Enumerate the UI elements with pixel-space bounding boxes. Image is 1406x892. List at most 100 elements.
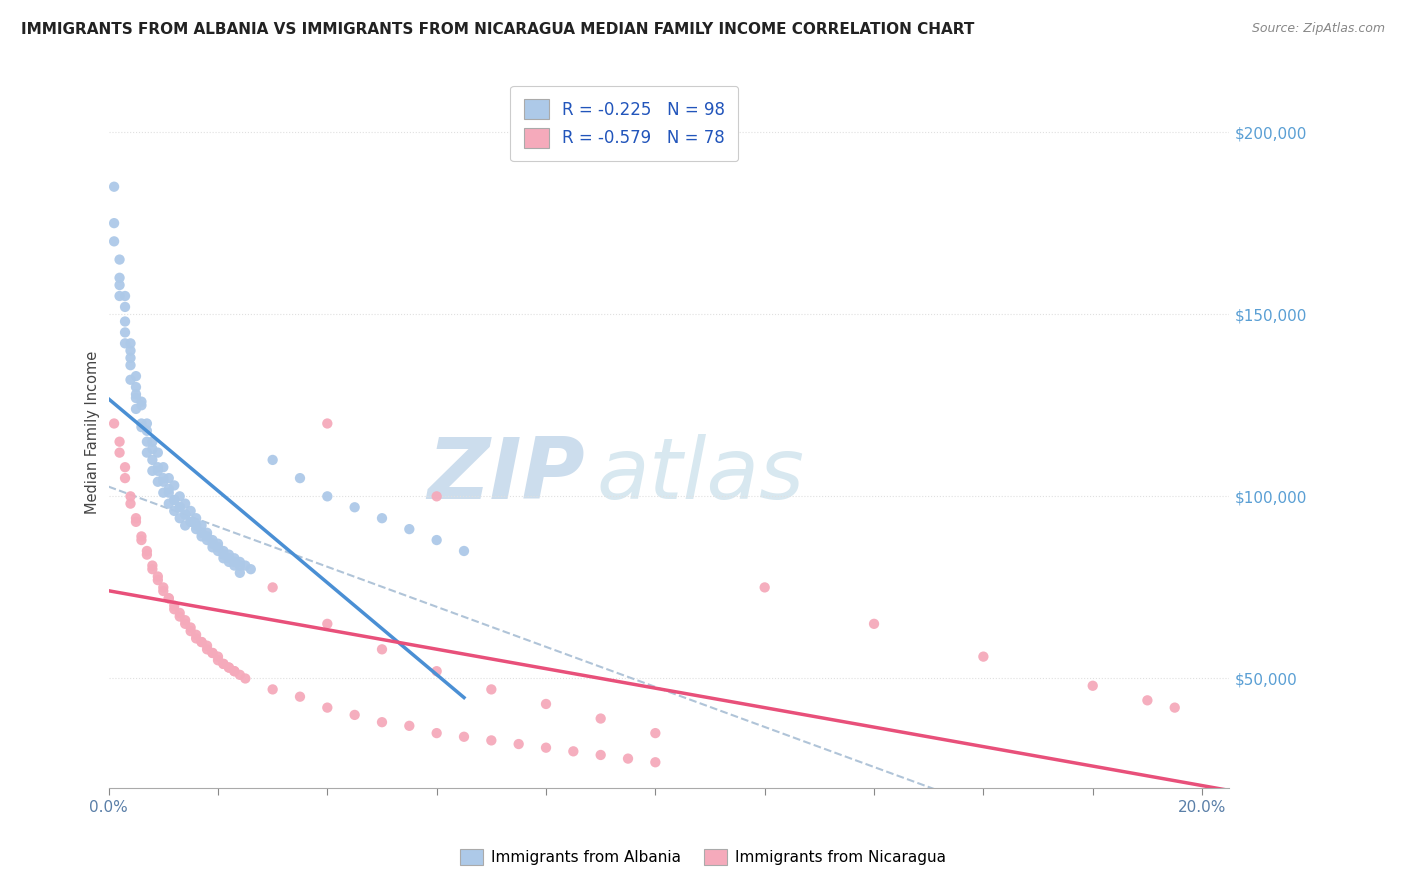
Point	[141, 442, 163, 456]
Point	[195, 533, 218, 547]
Point	[190, 635, 212, 649]
Point	[218, 548, 240, 562]
Point	[224, 558, 246, 573]
Point	[212, 657, 235, 671]
Point	[453, 730, 475, 744]
Point	[589, 712, 612, 726]
Point	[316, 417, 339, 431]
Point	[146, 475, 169, 489]
Point	[190, 529, 212, 543]
Point	[146, 460, 169, 475]
Point	[343, 500, 366, 515]
Point	[453, 544, 475, 558]
Point	[120, 336, 142, 351]
Point	[120, 497, 142, 511]
Point	[114, 289, 136, 303]
Point	[114, 300, 136, 314]
Text: ZIP: ZIP	[427, 434, 585, 516]
Point	[316, 489, 339, 503]
Legend: R = -0.225   N = 98, R = -0.579   N = 78: R = -0.225 N = 98, R = -0.579 N = 78	[510, 86, 738, 161]
Point	[201, 533, 224, 547]
Point	[218, 551, 240, 566]
Point	[108, 252, 131, 267]
Point	[195, 525, 218, 540]
Point	[135, 417, 157, 431]
Point	[169, 500, 191, 515]
Point	[135, 548, 157, 562]
Point	[169, 489, 191, 503]
Point	[120, 343, 142, 358]
Point	[239, 562, 262, 576]
Point	[371, 511, 394, 525]
Point	[152, 460, 174, 475]
Point	[426, 664, 449, 678]
Point	[114, 471, 136, 485]
Point	[190, 518, 212, 533]
Point	[114, 314, 136, 328]
Point	[152, 485, 174, 500]
Point	[316, 616, 339, 631]
Point	[108, 445, 131, 459]
Point	[131, 420, 153, 434]
Point	[589, 747, 612, 762]
Point	[131, 533, 153, 547]
Point	[426, 489, 449, 503]
Point	[212, 548, 235, 562]
Point	[135, 434, 157, 449]
Point	[125, 380, 148, 394]
Point	[108, 289, 131, 303]
Point	[201, 646, 224, 660]
Point	[152, 475, 174, 489]
Point	[152, 581, 174, 595]
Point	[103, 417, 125, 431]
Point	[1164, 700, 1187, 714]
Point	[120, 351, 142, 365]
Point	[218, 660, 240, 674]
Point	[371, 642, 394, 657]
Point	[534, 740, 557, 755]
Point	[157, 591, 180, 606]
Point	[157, 471, 180, 485]
Point	[479, 682, 502, 697]
Point	[644, 756, 666, 770]
Point	[863, 616, 886, 631]
Text: IMMIGRANTS FROM ALBANIA VS IMMIGRANTS FROM NICARAGUA MEDIAN FAMILY INCOME CORREL: IMMIGRANTS FROM ALBANIA VS IMMIGRANTS FR…	[21, 22, 974, 37]
Point	[169, 511, 191, 525]
Point	[108, 270, 131, 285]
Point	[343, 707, 366, 722]
Point	[131, 417, 153, 431]
Point	[212, 544, 235, 558]
Point	[262, 581, 284, 595]
Point	[125, 369, 148, 384]
Point	[180, 515, 202, 529]
Point	[135, 424, 157, 438]
Point	[229, 668, 252, 682]
Point	[141, 464, 163, 478]
Point	[288, 690, 311, 704]
Point	[174, 613, 197, 627]
Point	[207, 537, 229, 551]
Point	[163, 478, 186, 492]
Point	[120, 358, 142, 372]
Point	[508, 737, 530, 751]
Point	[398, 719, 420, 733]
Point	[207, 544, 229, 558]
Legend: Immigrants from Albania, Immigrants from Nicaragua: Immigrants from Albania, Immigrants from…	[454, 843, 952, 871]
Point	[426, 533, 449, 547]
Point	[262, 453, 284, 467]
Point	[135, 544, 157, 558]
Point	[534, 697, 557, 711]
Point	[141, 434, 163, 449]
Point	[218, 660, 240, 674]
Point	[316, 700, 339, 714]
Point	[114, 326, 136, 340]
Point	[207, 541, 229, 555]
Point	[125, 391, 148, 405]
Point	[479, 733, 502, 747]
Point	[174, 497, 197, 511]
Point	[141, 562, 163, 576]
Point	[108, 278, 131, 293]
Point	[972, 649, 994, 664]
Point	[224, 551, 246, 566]
Point	[201, 541, 224, 555]
